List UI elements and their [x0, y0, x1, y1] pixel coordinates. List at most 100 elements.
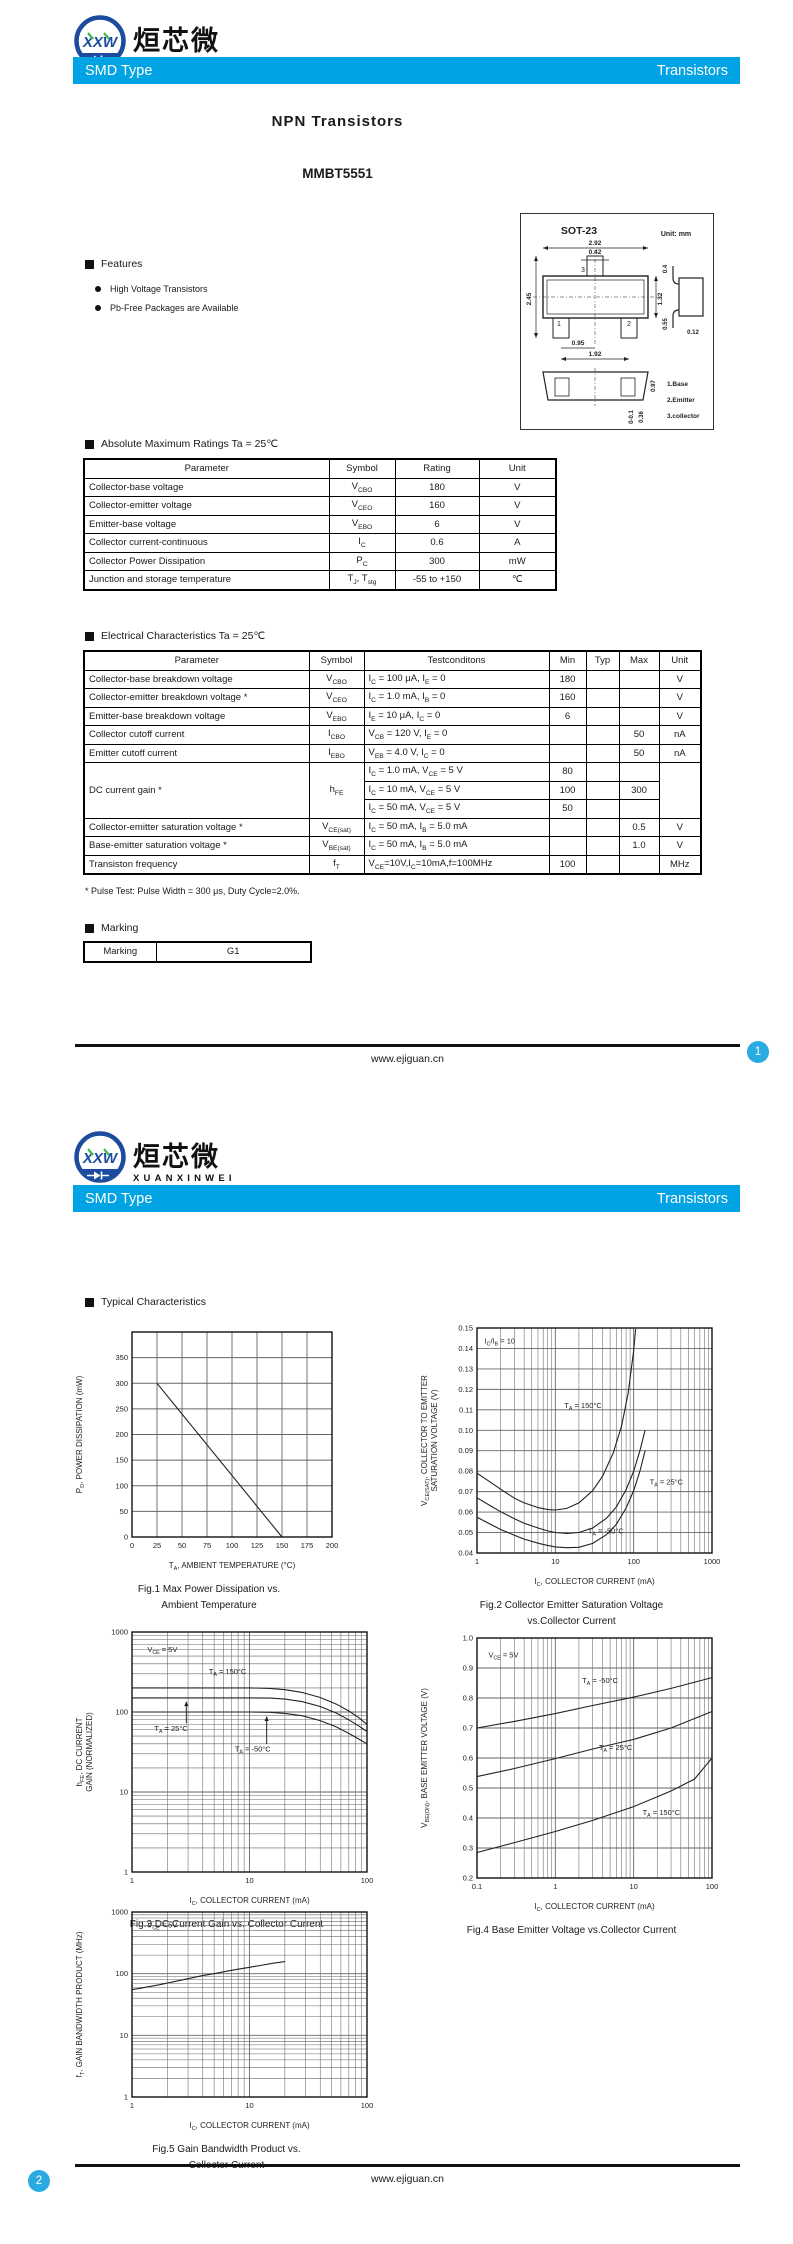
table-cell: ℃ [478, 570, 557, 590]
table-row: DC current gain * hFE IC = 1.0 mA, VCE = 5… [83, 762, 702, 819]
svg-text:TA = -50°C: TA = -50°C [235, 1745, 271, 1756]
column-header: Symbol [308, 650, 365, 671]
marking-heading: Marking [85, 922, 138, 934]
svg-text:3.collector: 3.collector [667, 413, 700, 420]
table-cell: 300 [618, 780, 660, 800]
svg-text:0.1: 0.1 [472, 1882, 482, 1891]
table-cell: PC [328, 551, 396, 571]
fig1-chart-svg: 0 25 50 75 100 125 150 175 200 0 50 100 150 200 250 300… [75, 1331, 339, 1572]
table-cell: mW [478, 551, 557, 571]
column-header: Parameter [83, 650, 310, 671]
svg-text:0.7: 0.7 [463, 1724, 473, 1733]
table-cell: VCEO [308, 688, 365, 708]
svg-text:10: 10 [629, 1882, 637, 1891]
table-cell: hFE [308, 762, 365, 819]
table-cell: MHz [658, 854, 702, 875]
table-cell: 80 [548, 762, 587, 782]
table-cell: 100 [548, 854, 587, 875]
svg-text:0.12: 0.12 [687, 330, 699, 336]
table-cell: Base-emitter saturation voltage * [83, 836, 310, 856]
table-cell: IC = 50 mA, IB = 5.0 mA [363, 836, 550, 856]
section-square-icon [85, 631, 94, 641]
table-cell: VCE(sat) [308, 817, 365, 837]
svg-text:1000: 1000 [111, 1908, 128, 1917]
brand-logo: XXW 烜芯微 XUANXINWEI [73, 1130, 236, 1184]
table-cell [585, 669, 620, 689]
svg-text:0.15: 0.15 [458, 1324, 473, 1333]
svg-text:200: 200 [326, 1541, 339, 1550]
fig5-ft-chart: 1 10 100 1 10 100 1000 IC, COLLECTOR CURRENT (m… [70, 1902, 383, 2173]
table-cell: 300 [394, 551, 480, 571]
table-cell [548, 743, 587, 763]
svg-text:0.13: 0.13 [458, 1364, 473, 1373]
svg-text:0.97: 0.97 [651, 380, 657, 392]
svg-text:10: 10 [120, 2031, 128, 2040]
table-cell: G1 [155, 941, 312, 962]
table-cell: TJ, Tstg [328, 570, 396, 590]
table-cell [585, 725, 620, 745]
table-cell: Collector cutoff current [83, 725, 310, 745]
svg-text:250: 250 [115, 1404, 128, 1413]
table-cell: Collector Power Dissipation [83, 551, 330, 571]
svg-text:0.42: 0.42 [589, 249, 602, 256]
banner-right-label: Transistors [656, 62, 728, 79]
svg-text:2: 2 [627, 321, 631, 328]
svg-text:1: 1 [553, 1882, 557, 1891]
table-cell: V [658, 836, 702, 856]
banner-left-label: SMD Type [85, 62, 153, 79]
table-row: Transiston frequency fT VCE=10V,IC=10mA,f=… [83, 854, 702, 875]
table-row: IC = 50 mA, VCE = 5 V 50 [84, 799, 701, 819]
table-cell [585, 780, 620, 800]
table-row: Collector cutoff current ICBO VCB = 120 V,… [83, 725, 702, 745]
table-cell: 180 [548, 669, 587, 689]
table-cell: V [658, 817, 702, 837]
table-cell: Collector-emitter breakdown voltage * [83, 688, 310, 708]
svg-text:VCE(SAT), COLLECTOR TO EMITTER: VCE(SAT), COLLECTOR TO EMITTER [420, 1375, 431, 1506]
fig2-vcesat-chart: 1 10 100 1000 0.04 0.05 0.06 0.07 0.08 0.09 0.10 0.… [415, 1318, 728, 1629]
header-banner: SMD Type Transistors [73, 57, 740, 84]
svg-text:350: 350 [115, 1353, 128, 1362]
table-cell: Collector-emitter voltage [83, 496, 330, 516]
svg-text:VCE = 5V: VCE = 5V [147, 1921, 177, 1932]
svg-text:0.55: 0.55 [663, 318, 669, 330]
svg-text:IC, COLLECTOR CURRENT (mA): IC, COLLECTOR CURRENT (mA) [534, 1577, 655, 1588]
table-cell: 50 [548, 799, 587, 819]
fig2-caption: Fig.2 Collector Emitter Saturation Volta… [479, 1600, 664, 1627]
svg-text:0.06: 0.06 [458, 1508, 473, 1517]
pulse-test-footnote: * Pulse Test: Pulse Width = 300 μs, Duty… [85, 886, 300, 896]
svg-text:100: 100 [361, 1876, 374, 1885]
column-header: Unit [478, 458, 557, 479]
bullet-icon [95, 286, 101, 292]
table-cell: Emitter-base voltage [83, 514, 330, 534]
table-cell: 6 [548, 706, 587, 726]
table-cell: V [478, 477, 557, 497]
table-cell: Collector-base voltage [83, 477, 330, 497]
svg-text:0.36: 0.36 [639, 411, 645, 423]
svg-text:0.04: 0.04 [458, 1549, 473, 1558]
table-cell [548, 725, 587, 745]
brand-logo: XXW 烜芯微 XUANXINWEI [73, 14, 236, 68]
svg-text:0.08: 0.08 [458, 1467, 473, 1476]
svg-text:GAIN (NORMALIZED): GAIN (NORMALIZED) [85, 1712, 94, 1792]
brand-name-cn: 烜芯微 [133, 1142, 220, 1172]
fig3-hfe-chart: 1 10 100 1 10 100 1000 IC, COLLECTOR CURRENT (m… [70, 1622, 383, 1933]
svg-text:100: 100 [115, 1481, 128, 1490]
table-cell [618, 688, 660, 708]
svg-text:VBE(ON), BASE EMITTER VOLTAGE: VBE(ON), BASE EMITTER VOLTAGE (V) [420, 1688, 431, 1828]
svg-text:0: 0 [124, 1533, 128, 1542]
section-square-icon [85, 439, 94, 449]
table-cell: 180 [394, 477, 480, 497]
table-row: Junction and storage temperature TJ, Tstg… [83, 570, 557, 590]
table-cell: Emitter-base breakdown voltage [83, 706, 310, 726]
svg-text:fT, GAIN BANDWIDTH PRODUCT (MH: fT, GAIN BANDWIDTH PRODUCT (MHz) [75, 1931, 86, 2077]
fig4-vbe-chart: 0.1 1 10 100 0.2 0.3 0.4 0.5 0.6 0.7 0.8 0.9 1.0 IC, … [415, 1628, 728, 1939]
fig5-chart-svg: 1 10 100 1 10 100 1000 IC, COLLECTOR CURRENT (m… [75, 1908, 373, 2133]
electrical-characteristics-table: Parameter Symbol Testconditons Min Typ Max Uni… [83, 650, 702, 875]
section-square-icon [85, 259, 94, 269]
table-row: Emitter cutoff current IEBO VEB = 4.0 V, I… [83, 743, 702, 763]
svg-text:IC/IB = 10: IC/IB = 10 [485, 1336, 515, 1347]
table-cell: DC current gain * [83, 762, 310, 819]
table-cell: VBE(sat) [308, 836, 365, 856]
table-row: Emitter-base breakdown voltage VEBO IE = 1… [83, 706, 702, 726]
table-cell: ICBO [308, 725, 365, 745]
